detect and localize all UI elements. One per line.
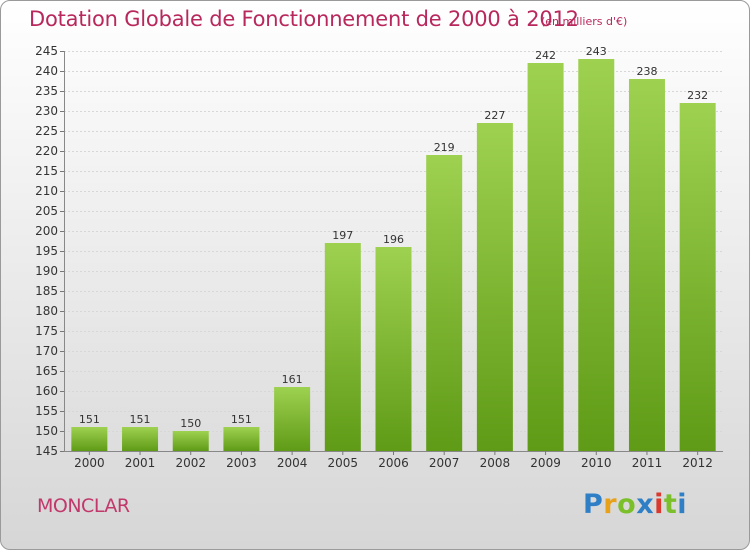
bar bbox=[122, 427, 159, 451]
logo-letter: r bbox=[603, 489, 618, 520]
data-label: 242 bbox=[535, 49, 556, 62]
data-label: 151 bbox=[79, 413, 100, 426]
bar bbox=[223, 427, 260, 451]
data-label: 219 bbox=[434, 141, 455, 154]
data-label: 161 bbox=[282, 373, 303, 386]
labels: 145 150 155 160 165 170 175 180 185 190 195 200 205 2… bbox=[35, 44, 713, 470]
y-tick-label: 235 bbox=[35, 84, 58, 98]
x-tick-label: 2004 bbox=[277, 456, 308, 470]
logo-letter: x bbox=[636, 489, 655, 520]
data-label: 243 bbox=[586, 45, 607, 58]
y-tick-label: 185 bbox=[35, 284, 58, 298]
x-tick-label: 2003 bbox=[226, 456, 257, 470]
data-label: 150 bbox=[180, 417, 201, 430]
x-tick-label: 2009 bbox=[530, 456, 561, 470]
x-tick-label: 2000 bbox=[74, 456, 105, 470]
y-tick-label: 165 bbox=[35, 364, 58, 378]
data-label: 197 bbox=[332, 229, 353, 242]
x-tick-label: 2006 bbox=[378, 456, 409, 470]
y-tick-label: 230 bbox=[35, 104, 58, 118]
data-label: 196 bbox=[383, 233, 404, 246]
x-tick-label: 2002 bbox=[175, 456, 206, 470]
data-label: 151 bbox=[231, 413, 252, 426]
y-tick-label: 170 bbox=[35, 344, 58, 358]
y-tick-label: 155 bbox=[35, 404, 58, 418]
bar bbox=[527, 63, 564, 451]
bar bbox=[324, 243, 361, 451]
y-tick-label: 195 bbox=[35, 244, 58, 258]
x-tick-label: 2012 bbox=[682, 456, 713, 470]
x-tick-label: 2001 bbox=[125, 456, 156, 470]
y-tick-label: 245 bbox=[35, 44, 58, 58]
commune-name: MONCLAR bbox=[37, 495, 130, 517]
x-tick-label: 2007 bbox=[429, 456, 460, 470]
y-tick-label: 190 bbox=[35, 264, 58, 278]
logo-letter: o bbox=[617, 489, 637, 520]
y-tick-label: 175 bbox=[35, 324, 58, 338]
data-label: 238 bbox=[636, 65, 657, 78]
bar bbox=[172, 431, 209, 451]
bar bbox=[274, 387, 311, 451]
bar bbox=[375, 247, 412, 451]
x-tick-label: 2010 bbox=[581, 456, 612, 470]
bar bbox=[679, 103, 716, 451]
data-label: 151 bbox=[130, 413, 151, 426]
y-tick-label: 225 bbox=[35, 124, 58, 138]
y-tick-label: 210 bbox=[35, 184, 58, 198]
chart-unit: (en milliers d'€) bbox=[541, 15, 628, 28]
x-tick-label: 2008 bbox=[480, 456, 511, 470]
y-tick-label: 145 bbox=[35, 444, 58, 458]
data-label: 232 bbox=[687, 89, 708, 102]
bar bbox=[476, 123, 513, 451]
data-label: 227 bbox=[484, 109, 505, 122]
x-tick-label: 2005 bbox=[328, 456, 359, 470]
chart-title: Dotation Globale de Fonctionnement de 20… bbox=[29, 7, 579, 31]
y-tick-label: 220 bbox=[35, 144, 58, 158]
logo-letter: i bbox=[677, 489, 688, 520]
proxiti-logo[interactable]: Proxiti bbox=[583, 489, 687, 520]
bars bbox=[71, 59, 716, 451]
bar bbox=[426, 155, 463, 451]
y-tick-label: 200 bbox=[35, 224, 58, 238]
bar bbox=[628, 79, 665, 451]
y-tick-label: 150 bbox=[35, 424, 58, 438]
y-tick-label: 205 bbox=[35, 204, 58, 218]
logo-letter: t bbox=[663, 489, 678, 520]
y-tick-label: 240 bbox=[35, 64, 58, 78]
x-tick-label: 2011 bbox=[632, 456, 663, 470]
y-tick-label: 215 bbox=[35, 164, 58, 178]
bar bbox=[578, 59, 615, 451]
y-tick-label: 180 bbox=[35, 304, 58, 318]
y-tick-label: 160 bbox=[35, 384, 58, 398]
axes bbox=[60, 51, 723, 455]
logo-letter: P bbox=[583, 489, 604, 520]
logo-letter: i bbox=[654, 489, 664, 520]
bar bbox=[71, 427, 108, 451]
